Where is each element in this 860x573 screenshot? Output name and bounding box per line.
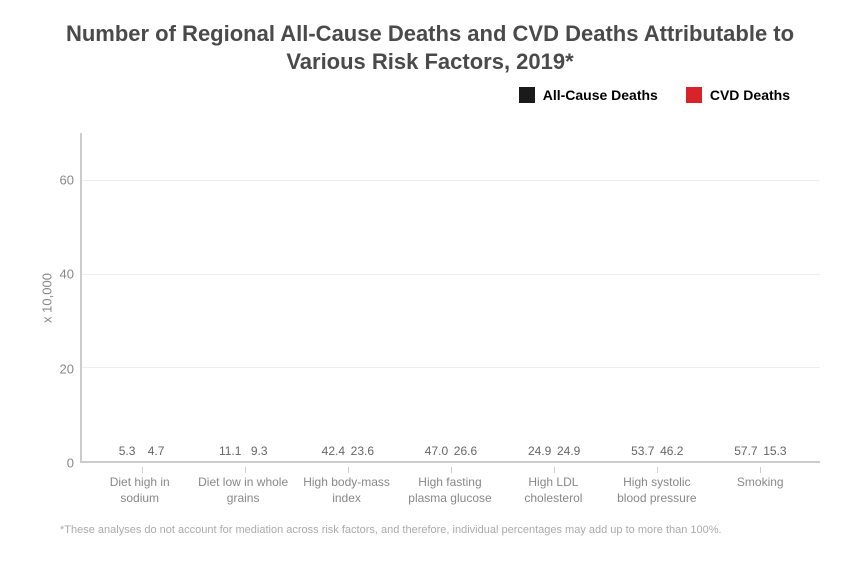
- x-axis-label: Diet low in whole grains: [191, 475, 294, 506]
- bar-group: 11.1 9.3: [193, 133, 296, 461]
- x-axis-label: Diet high in sodium: [88, 475, 191, 506]
- bar-group: 47.0 26.6: [399, 133, 502, 461]
- x-tick: [348, 467, 354, 473]
- y-tick: 40: [60, 267, 74, 282]
- x-tick: [142, 467, 148, 473]
- y-tick: 20: [60, 361, 74, 376]
- bar-value-label: 26.6: [454, 444, 477, 461]
- bar-value-label: 46.2: [660, 444, 683, 461]
- bar-value-label: 42.4: [322, 444, 345, 461]
- y-axis: 0204060: [40, 133, 80, 463]
- chart-area: x 10,000 0204060 5.34.711.19.342.423.647…: [40, 133, 820, 463]
- bar-value-label: 15.3: [763, 444, 786, 461]
- bar-value-label: 53.7: [631, 444, 654, 461]
- plot-area: 5.3 4.7 11.1 9.3 42.4 23.6 47.0 26.6 24.9 24.9 53.…: [80, 133, 820, 463]
- x-axis-label: High body-mass index: [295, 475, 398, 506]
- x-tick: [451, 467, 457, 473]
- footnote: *These analyses do not account for media…: [60, 524, 820, 536]
- x-tick: [760, 467, 766, 473]
- bar-group: 57.7 15.3: [709, 133, 812, 461]
- bar-value-label: 24.9: [528, 444, 551, 461]
- x-tick: [657, 467, 663, 473]
- legend-label: CVD Deaths: [710, 87, 790, 103]
- bar-group: 24.9 24.9: [503, 133, 606, 461]
- legend: All-Cause Deaths CVD Deaths: [40, 87, 820, 103]
- legend-item-allcause: All-Cause Deaths: [519, 87, 658, 103]
- legend-item-cvd: CVD Deaths: [686, 87, 790, 103]
- bar-value-label: 9.3: [251, 444, 268, 461]
- chart-title: Number of Regional All-Cause Deaths and …: [40, 20, 820, 75]
- x-axis-label: High LDL cholesterol: [502, 475, 605, 506]
- bar-value-label: 23.6: [351, 444, 374, 461]
- bar-value-label: 24.9: [557, 444, 580, 461]
- x-axis-label: High fasting plasma glucose: [398, 475, 501, 506]
- x-tick: [245, 467, 251, 473]
- bar-value-label: 57.7: [734, 444, 757, 461]
- x-axis-label: Smoking: [709, 475, 812, 506]
- x-axis-label: High systolic blood pressure: [605, 475, 708, 506]
- bar-group: 5.3 4.7: [90, 133, 193, 461]
- x-tick: [554, 467, 560, 473]
- y-tick: 60: [60, 173, 74, 188]
- bar-value-label: 5.3: [119, 444, 136, 461]
- legend-swatch: [519, 87, 535, 103]
- legend-swatch: [686, 87, 702, 103]
- bar-value-label: 11.1: [219, 444, 241, 461]
- bar-group: 53.7 46.2: [606, 133, 709, 461]
- bar-value-label: 47.0: [425, 444, 448, 461]
- bar-value-label: 4.7: [148, 444, 165, 461]
- bar-groups: 5.3 4.7 11.1 9.3 42.4 23.6 47.0 26.6 24.9 24.9 53.…: [82, 133, 820, 461]
- y-tick: 0: [67, 456, 74, 471]
- legend-label: All-Cause Deaths: [543, 87, 658, 103]
- bar-group: 42.4 23.6: [296, 133, 399, 461]
